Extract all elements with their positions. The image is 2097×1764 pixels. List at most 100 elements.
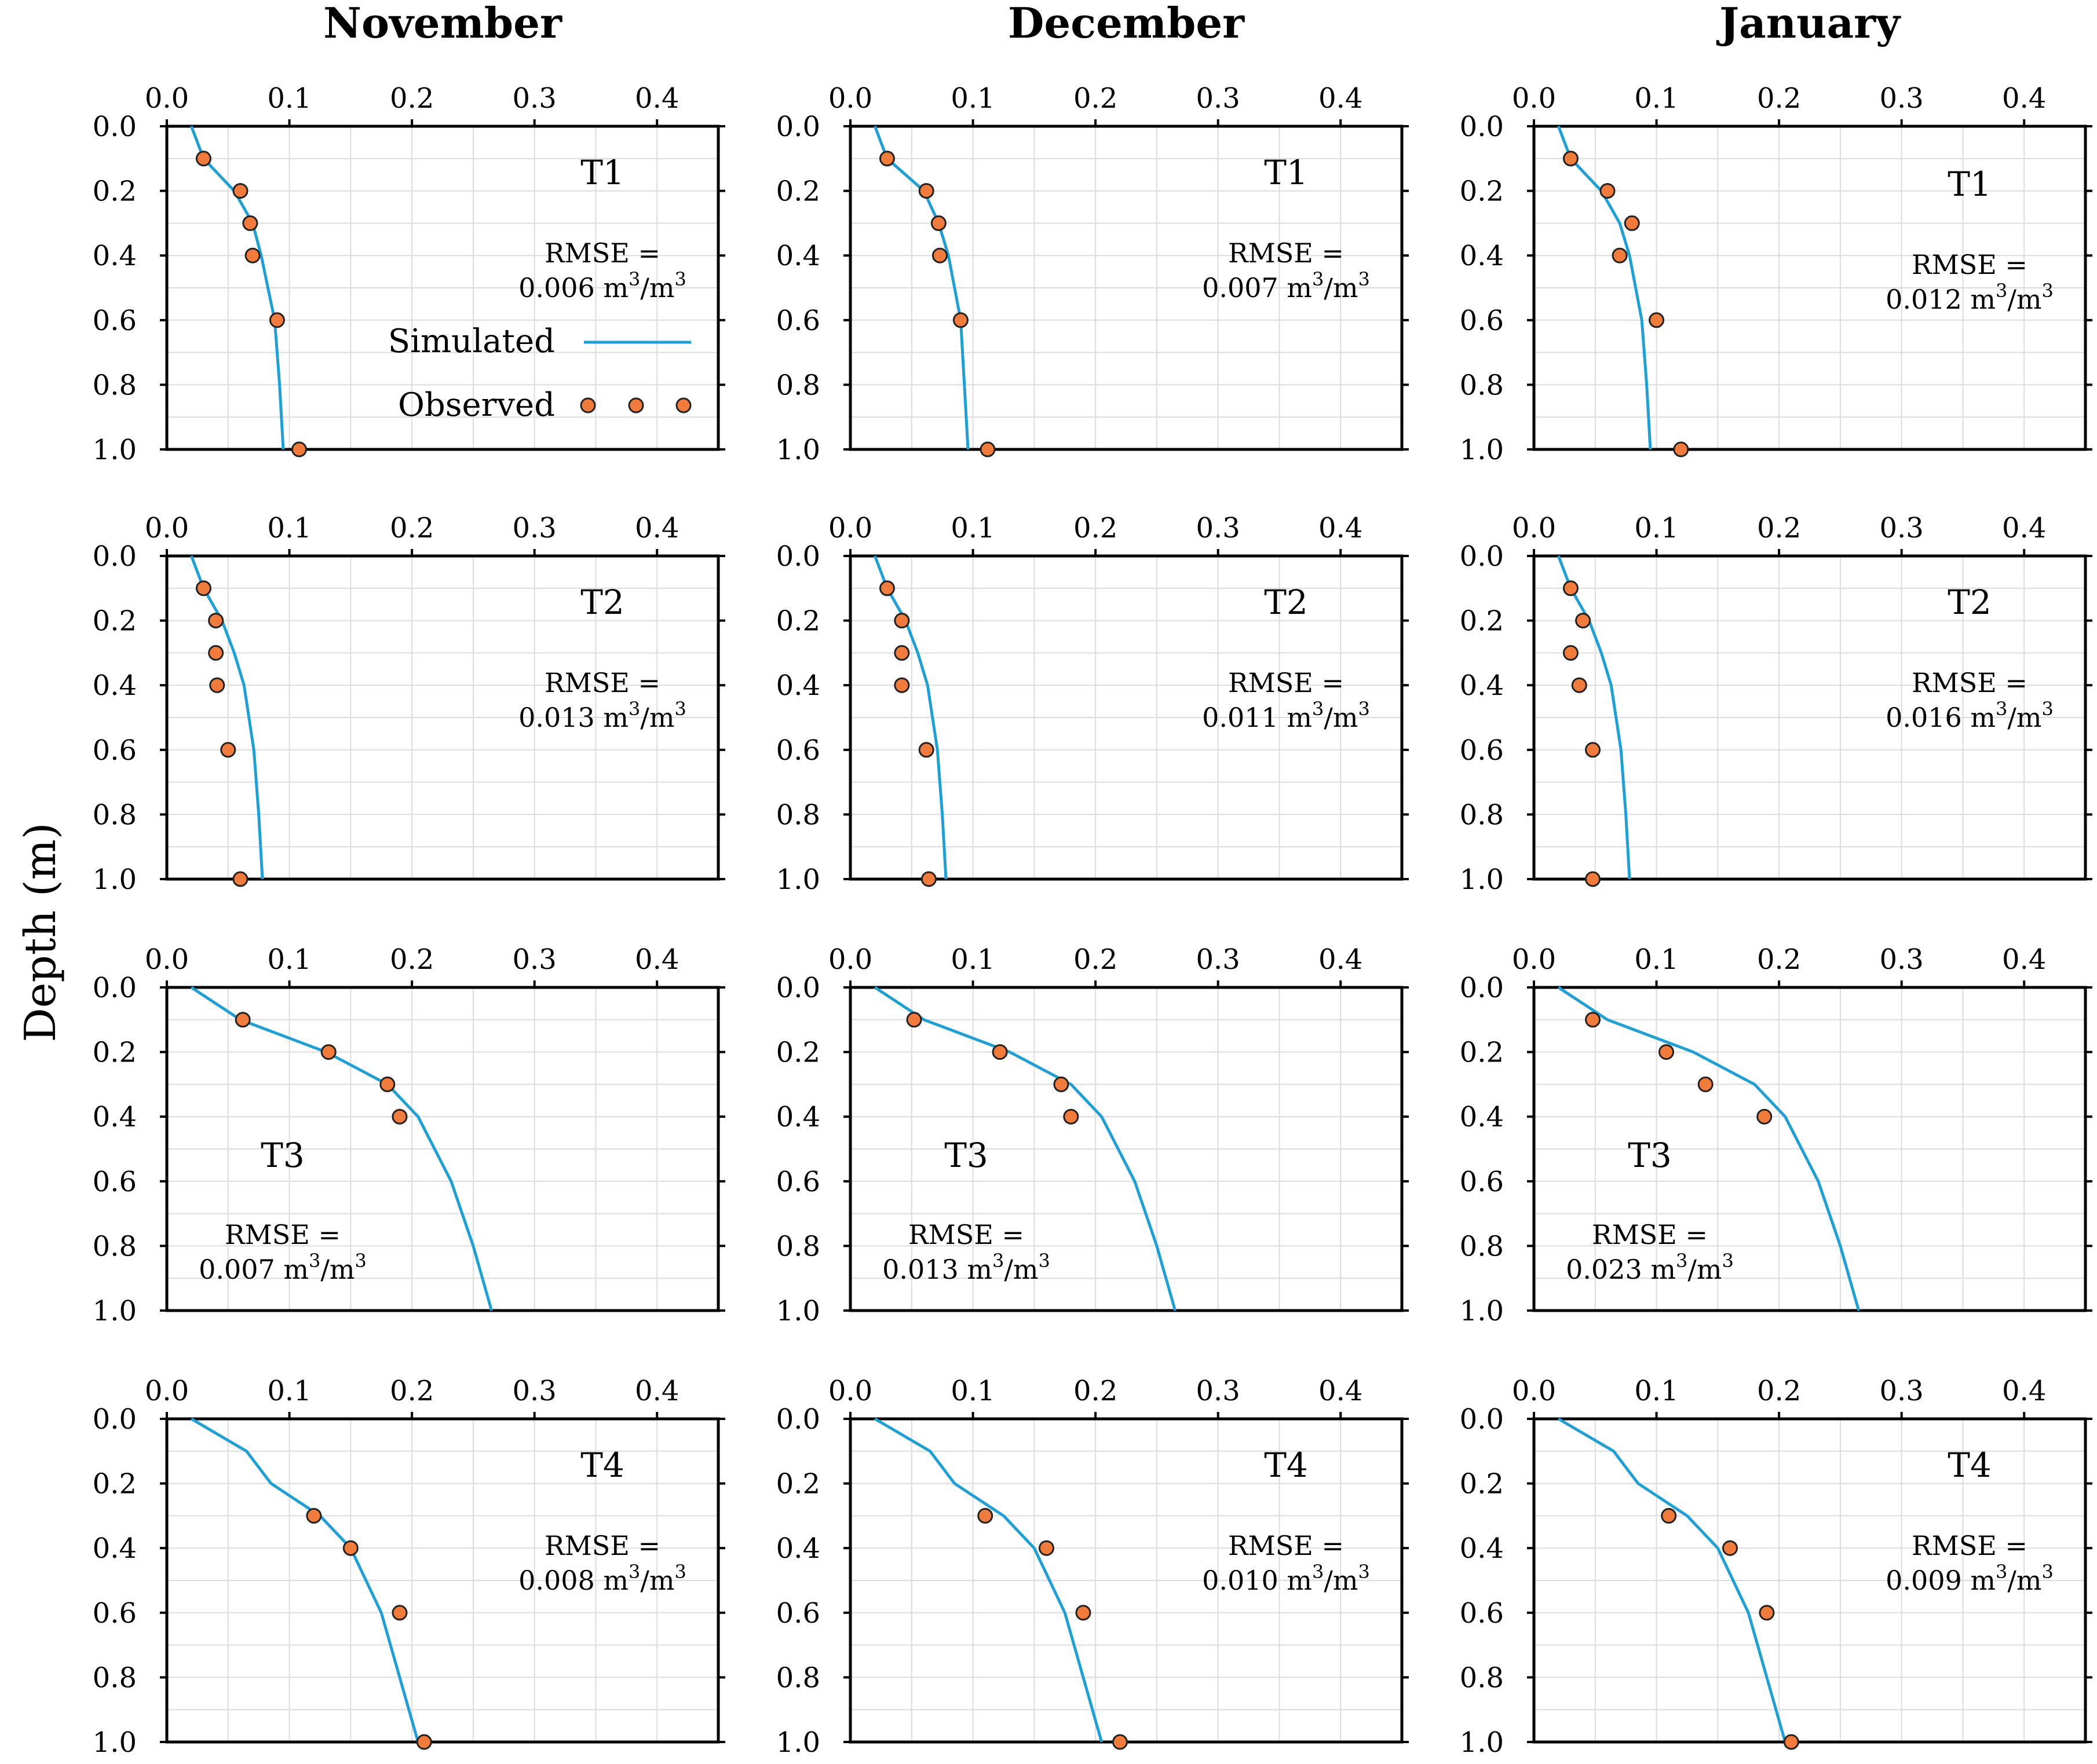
rmse-label: RMSE = xyxy=(1228,667,1344,698)
rmse-value: 0.013 m3/m3 xyxy=(882,1250,1050,1285)
rmse-value: 0.007 m3/m3 xyxy=(199,1250,367,1285)
grid xyxy=(167,987,718,1311)
y-tick-label: 1.0 xyxy=(1460,863,1504,896)
y-tick-label: 1.0 xyxy=(776,1726,820,1759)
grid xyxy=(1534,556,2085,879)
y-tick-label: 0.2 xyxy=(776,1468,820,1501)
month-titles: November December January xyxy=(323,0,1901,47)
y-tick-label: 1.0 xyxy=(93,863,137,896)
rmse-label: RMSE = xyxy=(545,667,660,698)
rmse-label: RMSE = xyxy=(1228,1530,1344,1561)
observed-point xyxy=(1599,183,1616,199)
y-tick-label: 0.6 xyxy=(1460,1597,1504,1630)
panel-december-t4: 0.0 0.1 0.2 0.3 0.4 0.0 0.2 0.4 0.6 0.8 1.0 T4 RMSE … xyxy=(776,1375,1409,1759)
grid xyxy=(850,987,1402,1311)
grid xyxy=(850,556,1402,879)
simulated-line xyxy=(190,986,494,1311)
y-tick-label: 0.8 xyxy=(93,799,137,831)
rmse-value: 0.013 m3/m3 xyxy=(518,698,686,733)
observed-point xyxy=(1697,1076,1714,1092)
y-tick-label: 0.8 xyxy=(93,1661,137,1694)
x-tick-label: 0.1 xyxy=(267,82,311,115)
observed-point xyxy=(1575,613,1591,629)
y-tick-label: 1.0 xyxy=(1460,1726,1504,1759)
x-tick-label: 0.3 xyxy=(1879,1375,1923,1407)
legend-observed-label: Observed xyxy=(398,386,555,424)
x-tick-label: 0.4 xyxy=(635,82,679,115)
y-tick-label: 0.4 xyxy=(776,1532,820,1565)
x-tick-label: 0.3 xyxy=(512,512,556,544)
observed-point xyxy=(235,1012,251,1028)
y-tick-label: 0.4 xyxy=(1460,1101,1504,1133)
panel-november-t3: 0.0 0.1 0.2 0.3 0.4 0.0 0.2 0.4 0.6 0.8 1.0 T3 RMSE … xyxy=(93,943,725,1327)
observed-point xyxy=(1112,1734,1128,1750)
panel-label: T1 xyxy=(580,153,624,192)
x-tick-label: 0.2 xyxy=(1757,1375,1801,1407)
y-tick-label: 0.8 xyxy=(1460,369,1504,401)
panel-january-t3: 0.0 0.1 0.2 0.3 0.4 0.0 0.2 0.4 0.6 0.8 1.0 T3 RMSE … xyxy=(1460,943,2092,1327)
y-tick-label: 0.0 xyxy=(776,540,820,573)
y-tick-label: 0.4 xyxy=(776,1101,820,1133)
observed-point xyxy=(306,1507,322,1524)
simulated-line xyxy=(191,1417,420,1743)
observed-point xyxy=(1562,580,1579,596)
y-tick-label: 0.4 xyxy=(1460,669,1504,702)
panels: 0.0 0.1 0.2 0.3 0.4 0.0 0.2 0.4 0.6 0.8 1.0 T1 RMSE … xyxy=(93,82,2092,1759)
y-tick-label: 0.0 xyxy=(776,972,820,1004)
x-tick-label: 0.2 xyxy=(1073,512,1117,544)
y-tick-label: 0.6 xyxy=(776,734,820,767)
rmse-label: RMSE = xyxy=(1912,249,2027,280)
y-tick-label: 0.6 xyxy=(1460,305,1504,337)
panel-december-t1: 0.0 0.1 0.2 0.3 0.4 0.0 0.2 0.4 0.6 0.8 1.0 T1 RMSE … xyxy=(776,82,1409,466)
x-tick-label: 0.0 xyxy=(145,943,189,976)
y-tick-label: 1.0 xyxy=(1460,434,1504,466)
observed-point xyxy=(1673,441,1689,458)
x-tick-label: 0.3 xyxy=(1196,82,1240,115)
x-tick-label: 0.0 xyxy=(1512,82,1556,115)
y-tick-label: 0.2 xyxy=(776,175,820,208)
observed-point xyxy=(879,151,895,167)
y-tick-label: 0.6 xyxy=(776,1166,820,1198)
y-tick-label: 0.6 xyxy=(93,1597,137,1630)
y-tick-label: 0.6 xyxy=(776,305,820,337)
y-tick-label: 0.2 xyxy=(1460,605,1504,638)
column-title-november: November xyxy=(323,0,562,47)
y-tick-label: 1.0 xyxy=(93,1726,137,1759)
observed-point xyxy=(1658,1044,1674,1060)
simulated-line xyxy=(873,126,970,450)
x-tick-label: 0.0 xyxy=(1512,943,1556,976)
x-tick-label: 0.0 xyxy=(145,1375,189,1407)
panel-label: T2 xyxy=(1948,583,1992,622)
grid xyxy=(1534,1419,2085,1742)
x-tick-label: 0.3 xyxy=(512,82,556,115)
y-tick-label: 0.6 xyxy=(1460,734,1504,767)
grid xyxy=(850,126,1402,449)
observed-point xyxy=(930,215,947,231)
rmse-label: RMSE = xyxy=(545,1530,660,1561)
observed-point xyxy=(1756,1108,1773,1125)
plot-frame xyxy=(1532,986,2087,1312)
y-tick-label: 1.0 xyxy=(93,434,137,466)
y-tick-label: 0.4 xyxy=(1460,240,1504,272)
x-tick-label: 0.0 xyxy=(828,82,872,115)
y-tick-label: 0.6 xyxy=(93,305,137,337)
y-tick-label: 0.0 xyxy=(1460,972,1504,1004)
x-tick-label: 0.4 xyxy=(1318,1375,1362,1407)
y-tick-label: 0.2 xyxy=(776,1037,820,1069)
x-tick-label: 0.2 xyxy=(390,512,434,544)
grid xyxy=(167,556,718,879)
observed-point xyxy=(416,1734,432,1750)
observed-point xyxy=(1759,1605,1775,1621)
x-tick-label: 0.1 xyxy=(267,1375,311,1407)
rmse-value: 0.012 m3/m3 xyxy=(1886,280,2054,315)
observed-point xyxy=(320,1044,337,1060)
legend-observed-marker xyxy=(580,397,596,413)
y-tick-label: 1.0 xyxy=(776,1295,820,1327)
panel-label: T3 xyxy=(1628,1136,1672,1175)
legend: Simulated Observed xyxy=(388,323,692,424)
plot-frame xyxy=(849,554,1404,881)
y-tick-label: 0.8 xyxy=(776,799,820,831)
x-tick-label: 0.1 xyxy=(951,512,995,544)
grid xyxy=(1534,987,2085,1311)
